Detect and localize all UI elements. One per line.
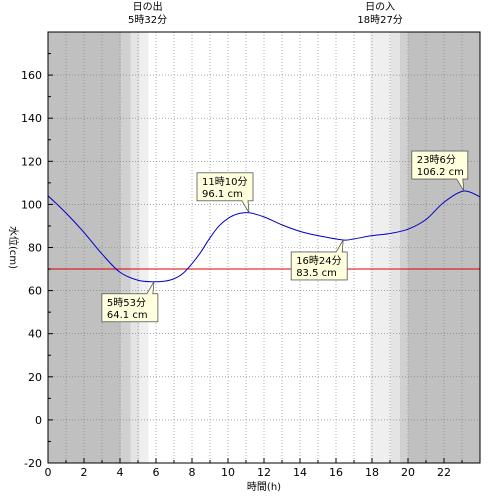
annotation-box	[290, 251, 348, 281]
y-axis-label: 水位(cm)	[7, 226, 20, 269]
x-tick-labels: 0 2 4 6 8 10 12 14 16 18 20 22	[45, 466, 452, 479]
x-tick-label: 20	[401, 466, 415, 479]
sunset-time: 18時27分	[357, 14, 402, 26]
x-axis-label: 時間(h)	[247, 481, 281, 493]
water-level-line	[47, 190, 481, 283]
annotation-value: 83.5 cm	[296, 268, 337, 279]
y-tick-label: -20	[24, 457, 42, 470]
y-tick-label: 160	[21, 69, 42, 82]
annotation-time: 5時53分	[107, 297, 146, 309]
annotation-time: 11時10分	[202, 176, 247, 188]
annotation-value: 106.2 cm	[417, 167, 464, 178]
twilight-band	[120, 32, 131, 463]
annotation-box	[411, 150, 469, 180]
x-tick-label: 8	[189, 466, 196, 479]
twilight-band	[370, 32, 391, 463]
sunrise-time: 5時32分	[128, 14, 167, 26]
x-tick-label: 16	[329, 466, 343, 479]
x-tick-label: 14	[293, 466, 307, 479]
y-tick-label: 140	[21, 112, 42, 125]
sunset-label: 日の入	[365, 2, 395, 13]
x-tick-label: 0	[45, 466, 52, 479]
annotation-time: 16時24分	[296, 255, 341, 267]
x-tick-label: 12	[257, 466, 271, 479]
sunrise-label: 日の出	[133, 0, 163, 13]
annotation-box	[196, 172, 254, 202]
y-tick-label: 20	[28, 371, 42, 384]
annotation-time: 23時6分	[417, 154, 456, 166]
grid-lines	[48, 32, 480, 463]
y-tick-label: 80	[28, 242, 42, 255]
y-tick-labels: -20 0 20 40 60 80 100 120 140 160	[21, 69, 42, 470]
y-tick-label: 60	[28, 285, 42, 298]
y-tick-label: 40	[28, 328, 42, 341]
twilight-band	[399, 32, 408, 463]
x-tick-label: 4	[117, 466, 124, 479]
x-tick-label: 10	[221, 466, 235, 479]
x-tick-label: 22	[437, 466, 451, 479]
y-tick-label: 120	[21, 155, 42, 168]
annotation-value: 64.1 cm	[107, 310, 148, 321]
twilight-band	[390, 32, 400, 463]
x-tick-label: 6	[153, 466, 160, 479]
annotation-box	[101, 293, 159, 323]
x-tick-label: 2	[81, 466, 88, 479]
tick-marks	[47, 31, 481, 464]
annotation-value: 96.1 cm	[202, 189, 243, 200]
y-tick-label: 100	[21, 198, 42, 211]
x-tick-label: 18	[365, 466, 379, 479]
y-tick-label: 0	[35, 414, 42, 427]
